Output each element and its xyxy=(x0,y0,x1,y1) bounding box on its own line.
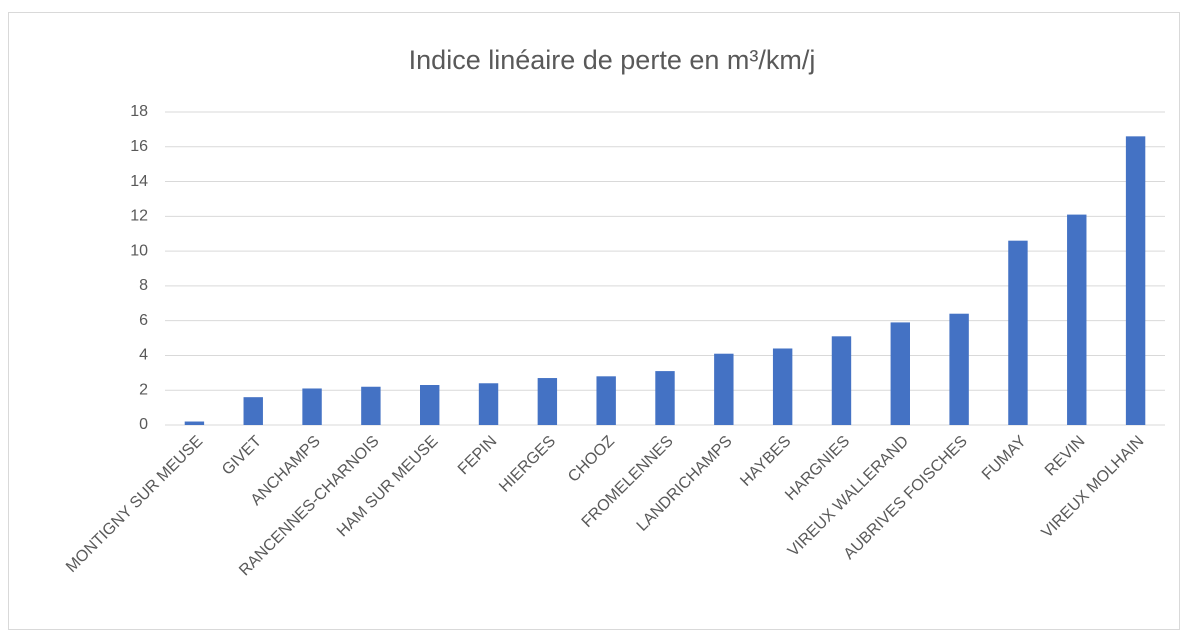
y-tick-label: 18 xyxy=(130,103,148,120)
bar xyxy=(537,378,558,425)
bar xyxy=(478,383,499,425)
y-tick-label: 10 xyxy=(130,242,148,259)
bar xyxy=(361,386,381,425)
bar xyxy=(184,421,205,425)
y-tick-label: 14 xyxy=(130,173,148,190)
bar xyxy=(714,353,734,425)
bar xyxy=(1008,240,1028,425)
bar xyxy=(949,313,969,425)
bar xyxy=(1067,214,1087,425)
bar xyxy=(420,385,440,425)
y-tick-label: 0 xyxy=(139,416,148,433)
bar xyxy=(302,388,322,425)
bar xyxy=(772,348,793,425)
bar xyxy=(890,322,910,425)
chart-title: Indice linéaire de perte en m³/km/j xyxy=(409,45,816,75)
bar xyxy=(1125,136,1146,425)
bar xyxy=(831,336,852,425)
bar xyxy=(655,371,675,425)
y-tick-label: 2 xyxy=(139,381,148,398)
y-tick-label: 8 xyxy=(139,277,148,294)
y-tick-label: 4 xyxy=(139,347,148,364)
y-tick-label: 12 xyxy=(130,208,148,225)
y-tick-label: 6 xyxy=(139,312,148,329)
bar xyxy=(243,397,263,425)
y-tick-label: 16 xyxy=(130,138,148,155)
bar xyxy=(596,376,616,425)
